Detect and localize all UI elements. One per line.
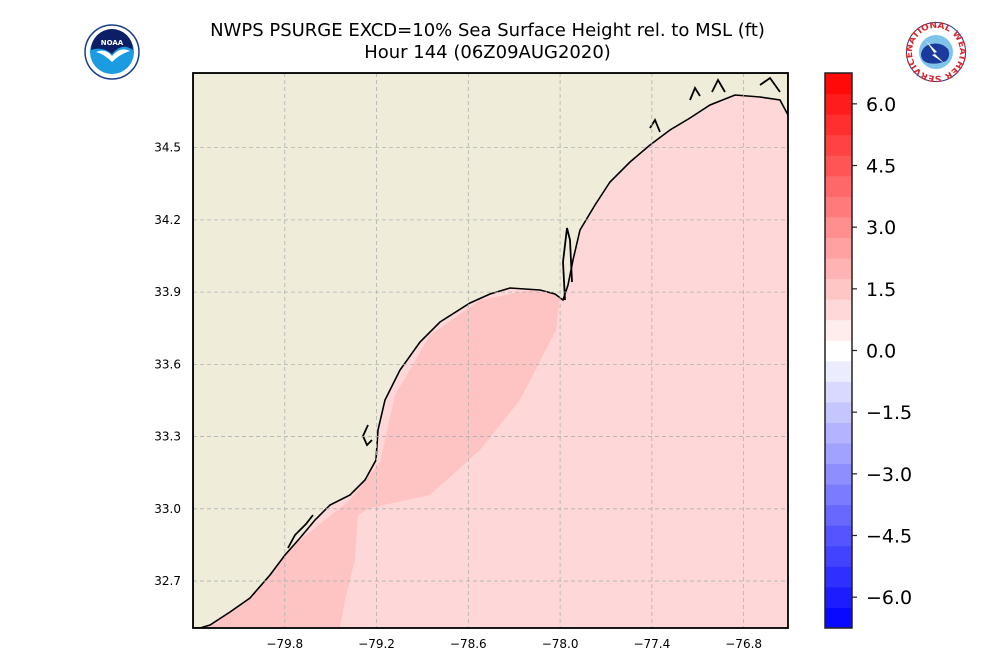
colorbar-bin (825, 114, 852, 136)
colorbar-bin (825, 278, 852, 300)
colorbar-tick-label: 3.0 (866, 217, 896, 239)
colorbar-bin (825, 258, 852, 280)
x-tick-label: −79.8 (266, 637, 303, 651)
colorbar-bin (825, 484, 852, 506)
colorbar-bin (825, 381, 852, 403)
nws-logo-icon: NATIONAL WEATHER SERVICE (905, 21, 967, 83)
colorbar-bin (825, 196, 852, 218)
x-tick-label: −76.8 (725, 637, 762, 651)
colorbar-bin (825, 216, 852, 238)
colorbar-bin (825, 134, 852, 156)
gridlines (193, 73, 788, 628)
coastline-detail (287, 76, 781, 549)
map-area (193, 73, 788, 628)
colorbar-tick-label: −4.5 (866, 526, 912, 548)
x-tick-label: −78.0 (542, 637, 579, 651)
colorbar-bin (825, 237, 852, 259)
colorbar-tick-label: −3.0 (866, 464, 912, 486)
noaa-logo-icon: NOAA (84, 24, 140, 80)
y-tick-label: 34.2 (154, 213, 181, 227)
y-tick-label: 32.7 (154, 574, 181, 588)
y-tick-label: 33.6 (154, 357, 181, 371)
colorbar-bin (825, 422, 852, 444)
chart-subtitle: Hour 144 (06Z09AUG2020) (364, 42, 611, 63)
colorbar-bin (825, 545, 852, 567)
colorbar-bin (825, 586, 852, 608)
colorbar-bin (825, 175, 852, 197)
x-tick-label: −78.6 (450, 637, 487, 651)
colorbar-bin (825, 360, 852, 382)
colorbar-tick-label: 1.5 (866, 279, 896, 301)
colorbar (825, 73, 852, 629)
y-axis-ticks: 34.5 34.2 33.9 33.6 33.3 33.0 32.7 (154, 141, 181, 588)
colorbar-tick-label: −6.0 (866, 587, 912, 609)
colorbar-bin (825, 73, 852, 95)
colorbar-bin (825, 155, 852, 177)
colorbar-bin (825, 566, 852, 588)
colorbar-tick-label: 4.5 (866, 156, 896, 178)
colorbar-tick-label: −1.5 (866, 402, 912, 424)
y-tick-label: 33.0 (154, 502, 181, 516)
x-tick-label: −79.2 (358, 637, 395, 651)
colorbar-bin (825, 93, 852, 115)
colorbar-ticks: 6.0 4.5 3.0 1.5 0.0 −1.5 −3.0 −4.5 −6.0 (852, 94, 912, 609)
colorbar-bin (825, 401, 852, 423)
colorbar-bin (825, 340, 852, 362)
colorbar-bin (825, 319, 852, 341)
noaa-logo-text: NOAA (101, 39, 124, 47)
y-tick-label: 33.9 (154, 285, 181, 299)
colorbar-bin (825, 299, 852, 321)
chart-title: NWPS PSURGE EXCD=10% Sea Surface Height … (210, 20, 765, 41)
colorbar-tick-label: 0.0 (866, 341, 896, 363)
colorbar-bin (825, 504, 852, 526)
colorbar-bin (825, 443, 852, 465)
map-frame (192, 72, 789, 629)
land-region (193, 73, 788, 628)
x-tick-label: −77.4 (633, 637, 670, 651)
colorbar-tick-label: 6.0 (866, 94, 896, 116)
y-tick-label: 33.3 (154, 430, 181, 444)
colorbar-bin (825, 525, 852, 547)
x-axis-ticks: −79.8 −79.2 −78.6 −78.0 −77.4 −76.8 (266, 637, 762, 651)
colorbar-bin (825, 607, 852, 629)
colorbar-bin (825, 463, 852, 485)
y-tick-label: 34.5 (154, 141, 181, 155)
